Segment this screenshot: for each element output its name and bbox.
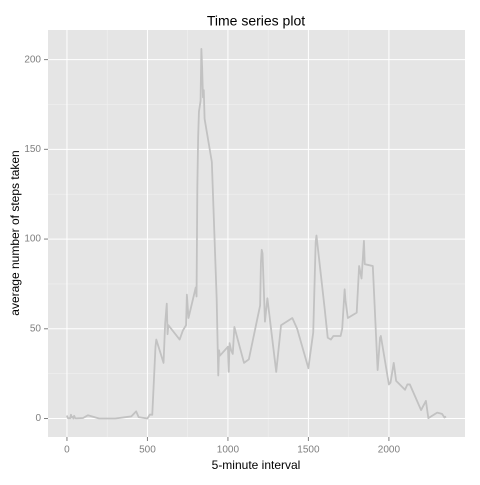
x-tick-label: 1500	[297, 445, 320, 456]
y-tick-label: 50	[30, 323, 42, 334]
y-tick-label: 150	[24, 144, 41, 155]
x-tick-label: 1000	[217, 445, 240, 456]
y-tick-label: 100	[24, 234, 41, 245]
y-tick-label: 0	[35, 413, 41, 424]
x-tick-label: 0	[64, 445, 70, 456]
panel	[48, 30, 465, 437]
x-axis-label: 5-minute interval	[212, 458, 301, 472]
chart-title: Time series plot	[207, 13, 305, 29]
y-axis-label: average number of steps taken	[8, 150, 22, 315]
y-tick-label: 200	[24, 54, 41, 65]
line	[66, 47, 447, 420]
x-tick-label: 500	[139, 445, 156, 456]
marks	[66, 47, 447, 420]
x-tick-label: 2000	[378, 445, 401, 456]
grid	[48, 30, 465, 437]
